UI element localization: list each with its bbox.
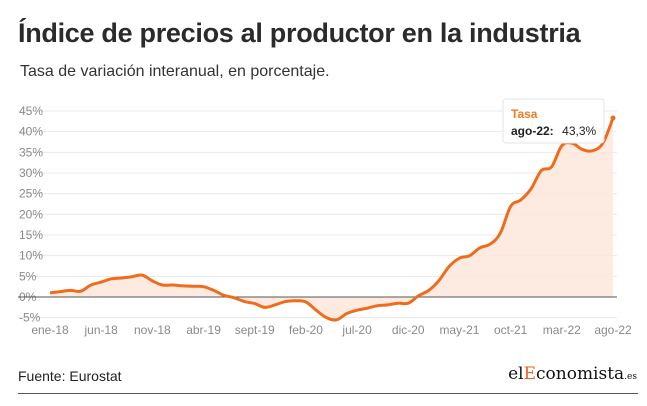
tooltip-date: ago-22: xyxy=(511,124,554,138)
x-tick-label: dic-20 xyxy=(392,323,425,337)
y-tick-label: 45% xyxy=(19,104,43,118)
x-tick-label: ago-22 xyxy=(594,323,632,337)
chart-title: Índice de precios al productor en la ind… xyxy=(18,18,581,48)
chart-subtitle: Tasa de variación interanual, en porcent… xyxy=(20,63,330,80)
data-point[interactable] xyxy=(610,115,616,121)
y-tick-label: 20% xyxy=(19,207,43,221)
x-tick-label: jul-20 xyxy=(341,323,372,337)
x-tick-label: sept-19 xyxy=(235,323,275,337)
series-area-fill xyxy=(50,118,613,320)
y-tick-label: 5% xyxy=(19,269,37,283)
tooltip-series-name: Tasa xyxy=(511,107,538,121)
y-tick-label: 30% xyxy=(19,166,43,180)
x-tick-label: abr-19 xyxy=(186,323,221,337)
tooltip-value-line: ago-22: 43,3% xyxy=(511,122,596,139)
series-points xyxy=(610,115,616,121)
y-tick-label: 35% xyxy=(19,145,43,159)
tooltip: Tasa ago-22: 43,3% xyxy=(502,98,605,144)
source-note: Fuente: Eurostat xyxy=(18,368,122,384)
x-tick-label: mar-22 xyxy=(543,323,581,337)
x-axis-tick-labels: ene-18 jun-18 nov-18 abr-19 sept-19 feb-20 jul… xyxy=(31,323,632,337)
y-tick-label: 25% xyxy=(19,187,43,201)
y-tick-label: 15% xyxy=(19,228,43,242)
y-tick-label: 40% xyxy=(19,125,43,139)
logo-prefix: el xyxy=(508,364,524,384)
tooltip-value: 43,3% xyxy=(562,124,596,138)
logo-accent: E xyxy=(523,364,536,384)
footer-divider xyxy=(18,393,638,394)
y-tick-label: -5% xyxy=(19,311,41,325)
x-tick-label: may-21 xyxy=(439,323,479,337)
x-tick-label: nov-18 xyxy=(134,323,171,337)
logo-main: conomista xyxy=(536,364,625,384)
x-tick-label: ene-18 xyxy=(31,323,69,337)
series-line-tasa[interactable] xyxy=(49,117,615,322)
logo-tld: .es xyxy=(624,372,637,382)
publisher-logo: elEconomista.es xyxy=(508,364,637,384)
y-tick-label: 10% xyxy=(19,249,43,263)
x-tick-label: jun-18 xyxy=(84,323,119,337)
x-tick-label: feb-20 xyxy=(289,323,323,337)
tooltip-box xyxy=(502,98,605,144)
x-tick-label: oct-21 xyxy=(494,323,528,337)
y-axis-tick-labels: -5%0%5%10%15%20%25%30%35%40%45% xyxy=(19,104,43,325)
